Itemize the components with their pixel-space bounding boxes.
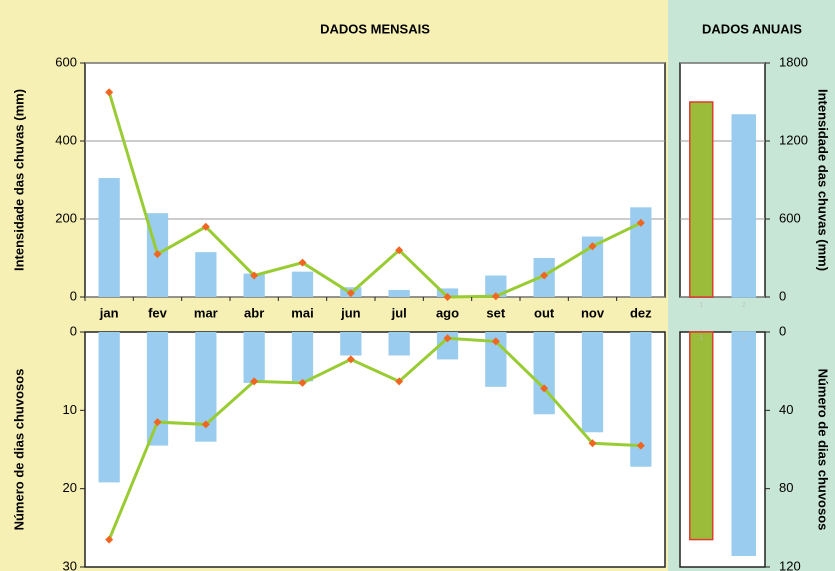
section-title: DADOS MENSAIS [320, 21, 430, 36]
y-tick-label: 1800 [779, 54, 808, 69]
x-tick-label: out [534, 305, 555, 320]
y-tick-label: 600 [779, 210, 801, 225]
y-tick-label: 400 [55, 132, 77, 147]
bar [291, 332, 314, 382]
marker [395, 377, 404, 386]
marker [540, 271, 549, 280]
bar [630, 332, 652, 467]
bar [388, 332, 410, 356]
y-tick-label: 200 [55, 210, 77, 225]
y-tick-label: 0 [70, 288, 77, 303]
y-tick-label: 0 [779, 288, 786, 303]
y-axis-label: Intensidade das chuvas (mm) [11, 89, 26, 271]
marker [346, 289, 355, 298]
x-tick-label: set [486, 305, 505, 320]
bar [98, 332, 120, 483]
marker [250, 271, 259, 280]
x-tick-label: 2 [742, 303, 746, 309]
x-tick-label: abr [244, 305, 264, 320]
x-tick-label: nov [581, 305, 605, 320]
marker [443, 334, 452, 343]
y-tick-label: 0 [779, 323, 786, 338]
marker [105, 535, 114, 544]
y-tick-label: 40 [779, 402, 793, 417]
marker [201, 222, 210, 231]
bar [689, 101, 714, 298]
marker [636, 441, 645, 450]
line [107, 336, 641, 541]
y-tick-label: 1200 [779, 132, 808, 147]
y-tick-label: 20 [63, 480, 77, 495]
bar [436, 288, 459, 297]
bar [146, 332, 169, 446]
marker [346, 355, 355, 364]
y-tick-label: 80 [779, 480, 793, 495]
marker [298, 258, 307, 267]
line [107, 91, 642, 299]
x-tick-label: ago [436, 305, 459, 320]
x-tick-label: mai [291, 305, 313, 320]
bar [98, 178, 120, 297]
section-title: DADOS ANUAIS [702, 21, 802, 36]
bar [731, 331, 756, 556]
marker [491, 292, 500, 301]
x-tick-label: fev [148, 305, 168, 320]
bar [485, 275, 507, 297]
marker [636, 218, 645, 227]
x-tick-label: jul [391, 305, 407, 320]
bar [533, 332, 555, 415]
bar [291, 271, 314, 297]
plot-area [84, 331, 666, 568]
marker [153, 418, 162, 427]
bar [340, 332, 362, 356]
marker [153, 250, 162, 259]
y-tick-label: 30 [63, 558, 77, 571]
y-tick-label: 120 [779, 558, 801, 571]
bar [689, 331, 714, 541]
y-axis-label: Número de dias chuvosos [816, 369, 831, 531]
marker [588, 439, 597, 448]
marker [540, 384, 549, 393]
x-tick-label: 2 [742, 336, 746, 342]
bar [630, 207, 652, 297]
y-axis-label: Intensidade das chuvas (mm) [816, 89, 831, 271]
marker [201, 420, 210, 429]
bar [243, 332, 265, 383]
y-tick-label: 0 [70, 323, 77, 338]
x-tick-label: mar [194, 305, 218, 320]
bar [388, 289, 410, 297]
bar [731, 114, 756, 298]
marker [298, 378, 307, 387]
x-tick-label: jun [340, 305, 361, 320]
marker [443, 293, 452, 301]
plot-area [84, 62, 666, 298]
marker [491, 337, 500, 346]
bar [195, 252, 217, 297]
x-tick-label: 1 [700, 303, 704, 309]
marker [588, 242, 597, 251]
y-tick-label: 10 [63, 402, 77, 417]
y-tick-label: 600 [55, 54, 77, 69]
bar [243, 273, 265, 297]
marker [395, 246, 404, 255]
marker [250, 377, 259, 386]
x-tick-label: jan [99, 305, 119, 320]
bar [581, 236, 604, 297]
x-tick-label: dez [630, 305, 652, 320]
marker [105, 88, 114, 97]
x-tick-label: 1 [700, 336, 704, 342]
bar [581, 332, 604, 433]
bar [195, 332, 217, 442]
y-axis-label: Número de dias chuvosos [11, 369, 26, 531]
